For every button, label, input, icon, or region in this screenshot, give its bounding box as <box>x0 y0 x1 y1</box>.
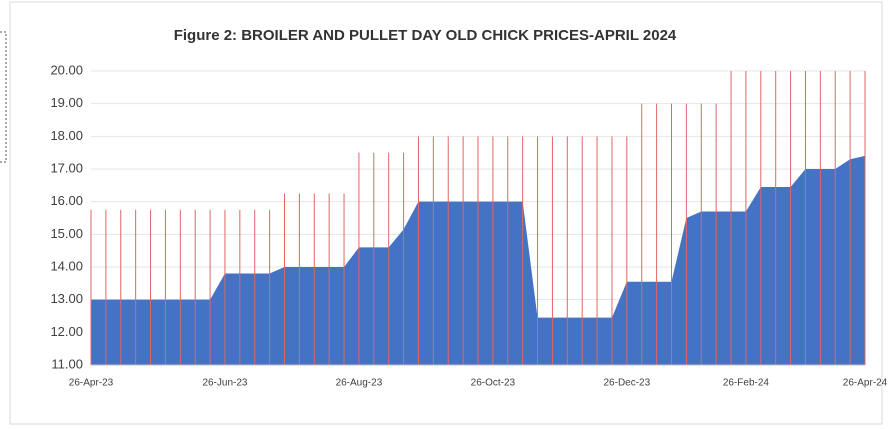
y-tick-label: 11.00 <box>51 356 83 371</box>
x-tick-label: 26-Feb-24 <box>723 378 770 389</box>
x-tick-label: 26-Apr-23 <box>69 378 114 389</box>
x-tick-label: 26-Jun-23 <box>202 378 247 389</box>
y-tick-label: 16.00 <box>50 193 83 208</box>
selection-box <box>0 31 7 163</box>
y-tick-label: 13.00 <box>50 291 83 306</box>
x-tick-label: 26-Oct-23 <box>471 378 516 389</box>
y-tick-label: 18.00 <box>50 128 83 143</box>
chart-title: Figure 2: BROILER AND PULLET DAY OLD CHI… <box>174 27 677 44</box>
y-tick-label: 15.00 <box>50 226 83 241</box>
y-tick-label: 12.00 <box>50 324 83 339</box>
x-tick-label: 26-Apr-24 <box>843 378 888 389</box>
x-tick-label: 26-Dec-23 <box>603 378 650 389</box>
x-tick-label: 26-Aug-23 <box>336 378 383 389</box>
y-tick-label: 14.00 <box>50 258 83 273</box>
y-tick-label: 17.00 <box>50 160 83 175</box>
y-tick-label: 19.00 <box>50 95 83 110</box>
y-tick-label: 20.00 <box>50 62 83 77</box>
